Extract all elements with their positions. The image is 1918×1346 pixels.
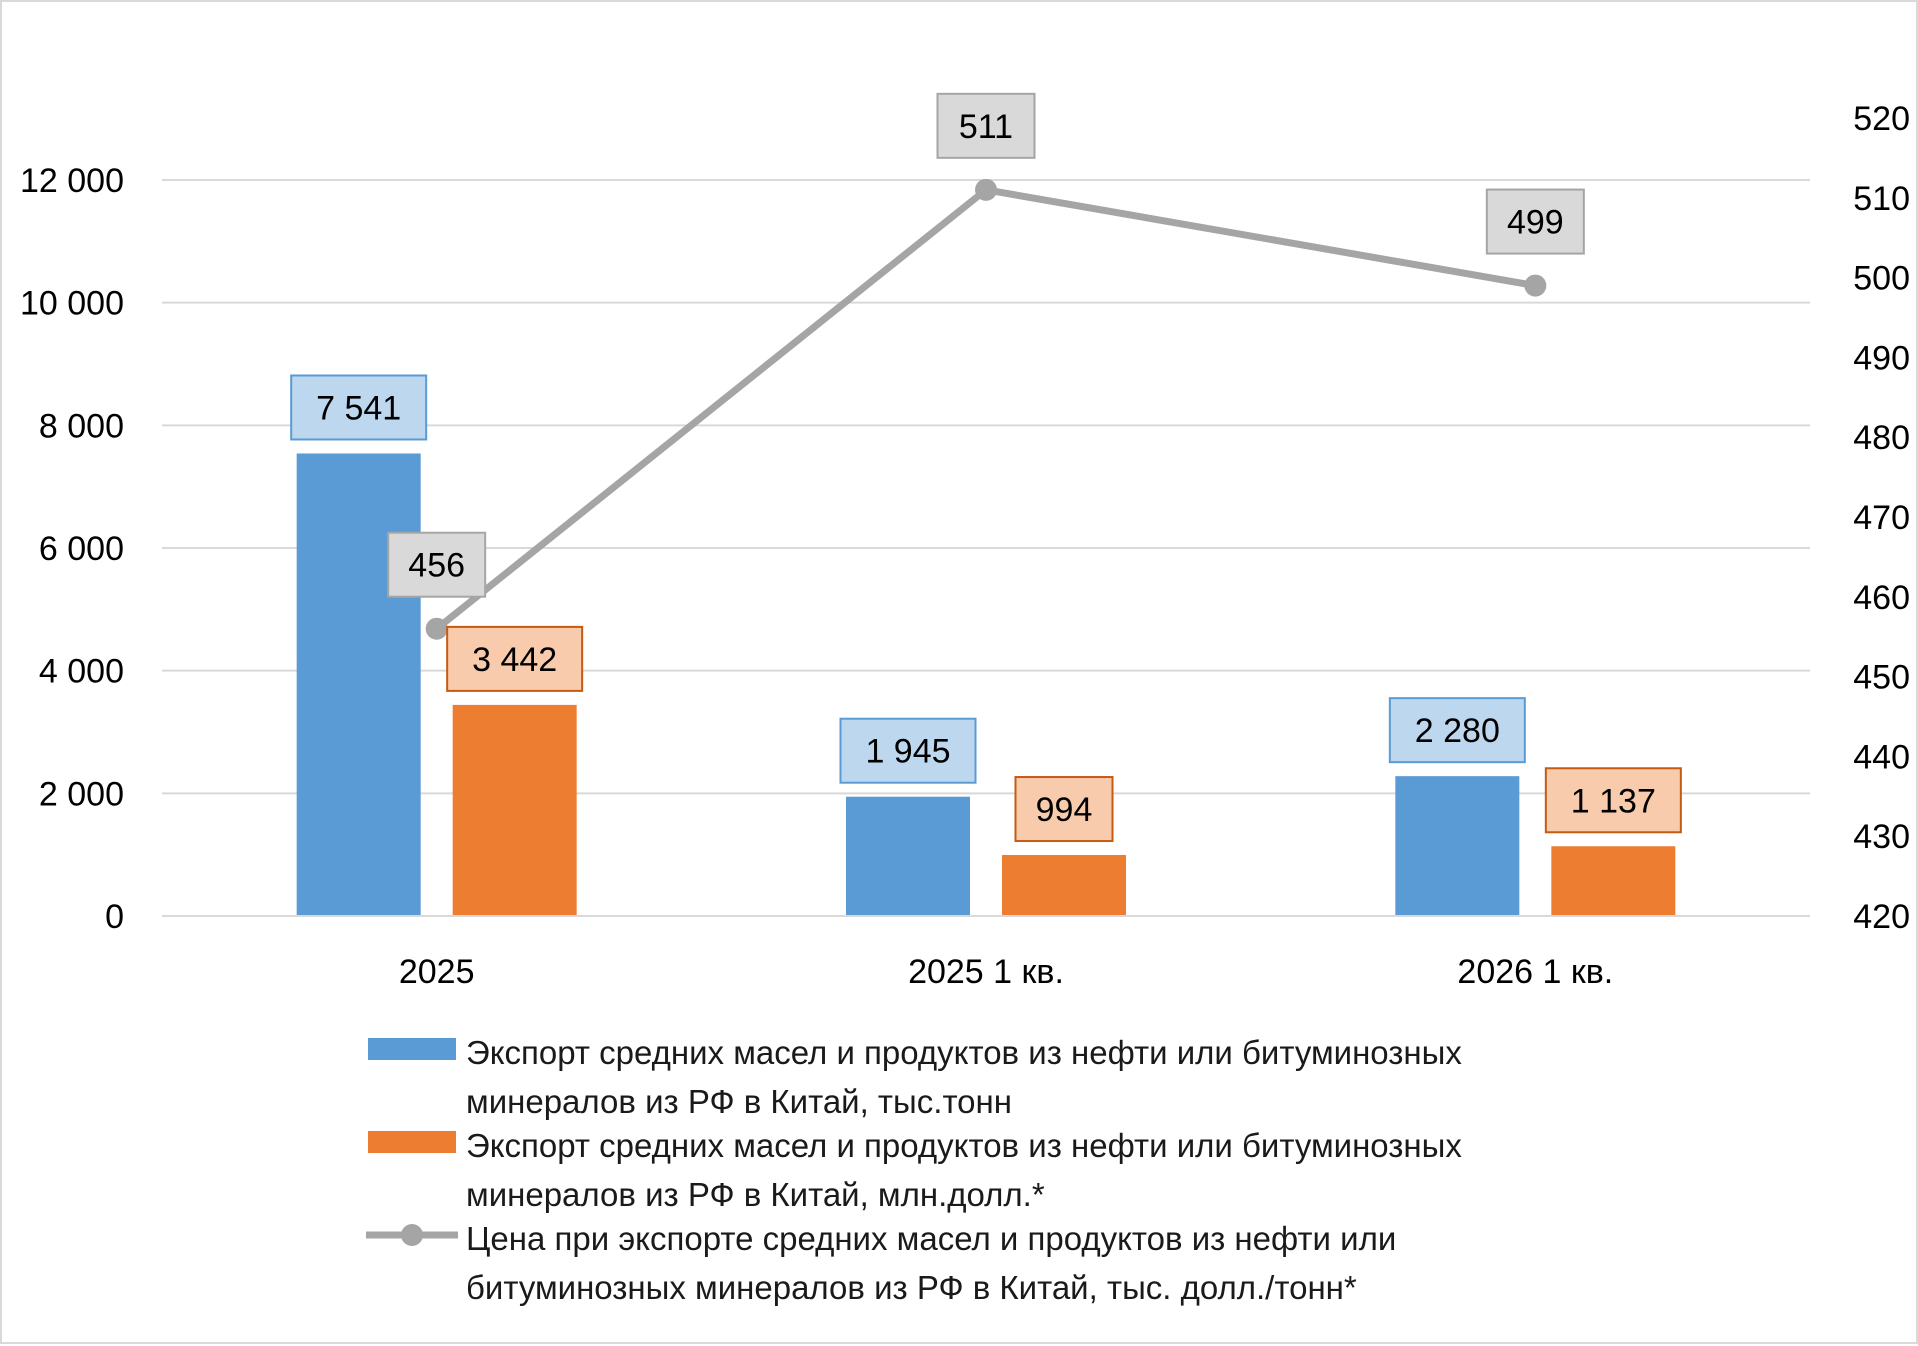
legend-swatch [368, 1131, 456, 1153]
data-label-text: 1 945 [865, 733, 950, 771]
y-right-tick-label: 430 [1853, 818, 1910, 856]
y-right-tick-label: 510 [1853, 180, 1910, 218]
bar [452, 704, 577, 916]
line-marker [975, 178, 997, 201]
bar [1551, 846, 1676, 916]
data-label-box [1388, 697, 1526, 764]
bar [296, 453, 421, 916]
legend-label: битуминозных минералов из РФ в Китай, ты… [466, 1269, 1357, 1306]
price-line [425, 178, 1547, 640]
y-right-tick-label: 450 [1853, 659, 1910, 697]
x-category-label: 2026 1 кв. [1457, 953, 1613, 991]
line-marker [1524, 274, 1547, 297]
legend-label: Экспорт средних масел и продуктов из неф… [466, 1034, 1462, 1071]
data-label: 456 [387, 531, 487, 598]
data-label: 1 137 [1544, 767, 1682, 834]
line-marker [425, 617, 448, 640]
legend: Экспорт средних масел и продуктов из неф… [366, 1034, 1462, 1306]
y-left-tick-label: 8 000 [39, 407, 124, 445]
data-label-text: 994 [1036, 791, 1093, 829]
data-label-text: 456 [408, 547, 465, 585]
legend-item: Экспорт средних масел и продуктов из неф… [368, 1034, 1462, 1120]
data-label: 511 [936, 92, 1036, 159]
data-label: 994 [1014, 776, 1114, 843]
data-label-box [387, 531, 487, 598]
bar [1395, 776, 1520, 916]
data-label-box [1485, 188, 1585, 255]
x-category-label: 2025 [399, 953, 475, 991]
bars [296, 453, 1676, 916]
data-label: 7 541 [290, 374, 428, 441]
data-label-box [839, 717, 977, 784]
y-left-tick-label: 0 [105, 898, 124, 936]
y-right-tick-label: 470 [1853, 499, 1910, 537]
legend-label: Цена при экспорте средних масел и продук… [466, 1220, 1396, 1257]
bar [846, 796, 970, 916]
data-label-box [1014, 776, 1114, 843]
data-label-box [290, 374, 428, 441]
y-right-tick-label: 500 [1853, 260, 1910, 298]
data-labels: 7 541 1 945 2 280 3 442 994 1 137 456 511 499 [290, 92, 1682, 843]
y-right-tick-label: 460 [1853, 579, 1910, 617]
bar [1002, 855, 1126, 916]
x-category-label: 2025 1 кв. [908, 953, 1064, 991]
data-label: 499 [1485, 188, 1585, 255]
legend-item: Цена при экспорте средних масел и продук… [366, 1220, 1396, 1306]
data-label: 1 945 [839, 717, 977, 784]
data-label-text: 3 442 [472, 641, 557, 679]
data-label-text: 7 541 [316, 389, 401, 427]
y-left-tick-label: 6 000 [39, 530, 124, 568]
legend-item: Экспорт средних масел и продуктов из неф… [368, 1127, 1462, 1213]
y-left-tick-label: 10 000 [20, 285, 124, 323]
y-right-tick-label: 420 [1853, 898, 1910, 936]
legend-label: минералов из РФ в Китай, млн.долл.* [466, 1176, 1045, 1213]
y-right-tick-label: 520 [1853, 100, 1910, 138]
data-label-box [936, 92, 1036, 159]
y-right-tick-label: 440 [1853, 738, 1910, 776]
data-label-text: 499 [1507, 204, 1564, 242]
data-label: 3 442 [446, 625, 584, 692]
series-line [434, 186, 1536, 632]
data-label-text: 511 [959, 108, 1013, 146]
data-label-text: 1 137 [1571, 782, 1656, 820]
y-left-tick-label: 4 000 [39, 653, 124, 691]
data-label-text: 2 280 [1415, 712, 1500, 750]
legend-label: Экспорт средних масел и продуктов из неф… [466, 1127, 1462, 1164]
data-label: 2 280 [1388, 697, 1526, 764]
legend-marker [401, 1224, 423, 1246]
data-label-box [446, 625, 584, 692]
y-right-tick-label: 490 [1853, 339, 1910, 377]
legend-swatch [368, 1038, 456, 1060]
axes: 0 2 000 4 000 6 000 8 000 10 000 12 000 420 430 4… [20, 100, 1910, 991]
y-left-tick-label: 12 000 [20, 162, 124, 200]
legend-label: минералов из РФ в Китай, тыс.тонн [466, 1083, 1012, 1120]
data-label-box [1544, 767, 1682, 834]
y-left-tick-label: 2 000 [39, 775, 124, 813]
y-right-tick-label: 480 [1853, 419, 1910, 457]
